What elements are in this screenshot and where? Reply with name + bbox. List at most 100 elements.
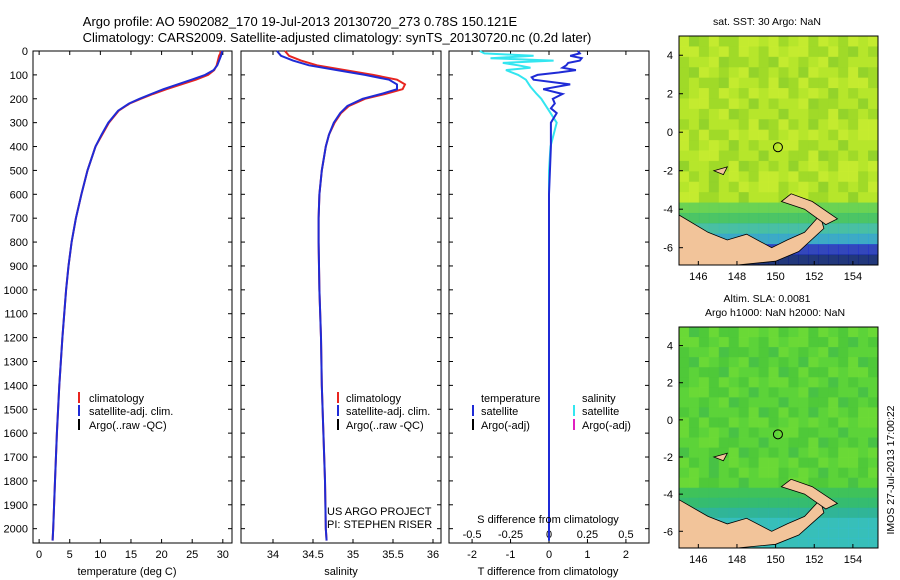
sla-map-cell [758,327,770,338]
sla-map-cell [848,367,859,378]
sst-map-cell [798,36,809,47]
sst-map-x-tick-label: 150 [766,271,784,283]
sla-map-cell [798,377,809,388]
sst-map-cell [728,202,740,214]
sst-map-cell [708,160,720,172]
sla-map-cell [679,397,690,408]
depth-tick-label: 400 [10,142,28,154]
temperature-x-tick-label: 0 [36,549,42,561]
sla-map-cell [738,397,750,408]
sst-map-cell [798,129,809,141]
sst-map-cell [748,140,760,151]
sst-map-cell [808,108,819,120]
sla-map-cell [728,437,740,449]
sst-map-cell [758,192,770,204]
depth-tick-label: 2000 [4,524,28,536]
salinity-xlabel: salinity [324,566,358,578]
sla-map-cell [828,397,839,408]
sla-map-cell [868,447,879,459]
sst-map-cell [758,67,770,79]
sst-map-cell [688,88,700,99]
depth-tick-group: 0 100 200 300 400 500 600 700 800 900 1000 1100 1200… [4,46,649,536]
sla-map-cell [748,417,760,428]
sla-map-cell [768,347,779,358]
sla-map-cell [818,537,829,549]
sst-map-cell [718,223,730,235]
sst-map-cell [728,36,740,47]
sst-map-cell [768,223,779,235]
sst-map-cell [828,181,839,193]
depth-tick-label: 600 [10,189,28,201]
sla-map-y-tick-label: -6 [663,526,673,538]
sla-map-cell [818,457,829,469]
sst-map-cell [818,119,829,131]
sla-map-cell [818,467,829,479]
project-annotation: US ARGO PROJECT [327,506,432,518]
sst-map-cell [828,46,839,58]
sla-map-cell [748,367,760,378]
sst-map-cell [718,181,730,193]
sst-map-cell [738,36,750,47]
sla-map-cell [768,437,779,449]
sla-map-cell [778,327,789,338]
sla-map-cell [848,477,859,489]
sst-map-cell [778,212,789,224]
sla-map-cell [788,457,799,469]
sla-map-cell [868,397,879,408]
sla-map-cell [838,477,849,489]
sla-map-cell [738,367,750,378]
sst-map-cell [818,171,829,183]
sla-map-cell [728,367,740,378]
sst-map-cell [758,202,770,214]
depth-tick-label: 1300 [4,356,28,368]
sst-map-cell [828,36,839,47]
sst-map-cell [758,36,770,47]
sst-map-cell [748,119,760,131]
sst-map-title: sat. SST: 30 Argo: NaN [713,16,821,28]
sst-map-cell [738,181,750,193]
sst-map-cell [788,119,799,131]
sla-map-cell [798,437,809,449]
sla-map-cell [679,467,690,479]
sla-map-cell [868,487,879,499]
sst-map-cell [698,77,710,89]
sla-map-cell [838,537,849,549]
sst-map-cell [848,140,859,151]
sst-map-cell [838,67,849,79]
sst-map-cell [748,202,760,214]
sst-map-cell [808,88,819,99]
sla-map-cell [798,417,809,428]
sla-map-cell [848,397,859,408]
sla-map-cell [848,497,859,509]
sla-map-cell [718,337,730,348]
sst-map-cell [698,67,710,79]
sst-map-cell [818,233,829,245]
sla-map-land-manus [712,452,729,462]
sst-map-cell [808,160,819,172]
sla-map-cell [778,367,789,378]
difference-s-tick-label: 0.5 [618,529,633,541]
sst-map-cell [698,160,710,172]
sla-map-cell [688,497,700,509]
sst-map-cell [788,171,799,183]
sla-map-cell [808,387,819,398]
sla-map-cell [818,487,829,499]
sst-map-cell [738,192,750,204]
sla-map-cell [758,407,770,418]
sla-map-cell [768,497,779,509]
sla-map-land-new-guinea [678,498,825,549]
sst-map-cell [868,254,879,266]
sla-map-cell [858,387,869,398]
sla-map-cell [858,347,869,358]
sst-map-cell [698,212,710,224]
sst-map-cell [708,150,720,162]
sst-map-cell [768,67,779,79]
sst-map-cell [698,202,710,214]
legend-heading-salinity: salinity [582,393,616,405]
sla-map-cell [738,507,750,519]
sla-map-cell [858,437,869,449]
sla-map-cell [728,457,740,469]
sst-map-cell [828,171,839,183]
sla-map-cell [808,347,819,358]
sst-map-cell [748,129,760,141]
